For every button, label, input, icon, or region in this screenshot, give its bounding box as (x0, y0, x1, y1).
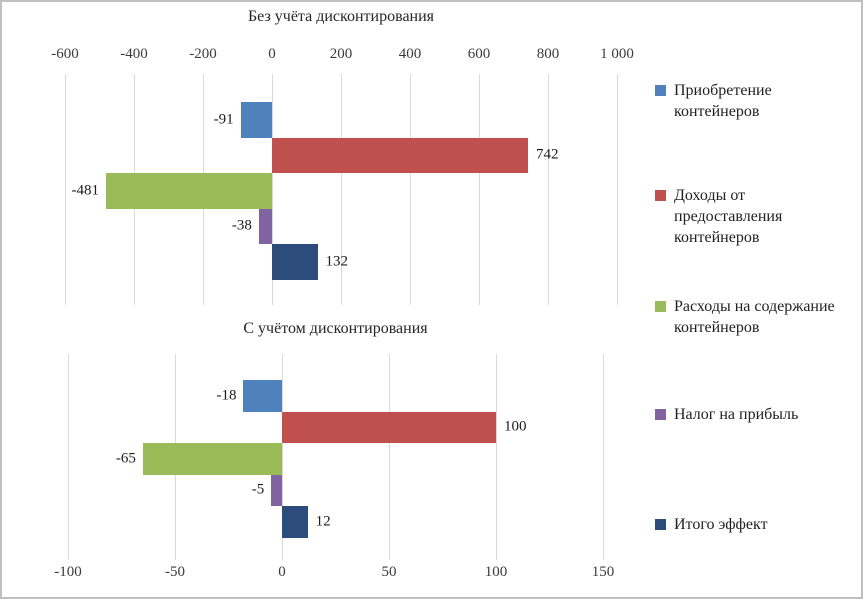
bar-value-label: -481 (71, 182, 100, 199)
bar-value-label: -91 (213, 111, 234, 128)
bar-value-label: -18 (216, 387, 237, 404)
axis-tick-label: 200 (329, 46, 353, 62)
gridline (282, 354, 283, 560)
bar-3 (142, 443, 282, 475)
axis-tick-label: -50 (165, 564, 185, 580)
legend-item: Итого эффект (655, 514, 855, 535)
bar-5 (282, 506, 308, 538)
legend-item: Приобретение контейнеров (655, 80, 855, 122)
legend-label: Расходы на содержание контейнеров (674, 298, 835, 336)
gridline (410, 74, 411, 305)
gridline (603, 354, 604, 560)
bar-value-label: 100 (504, 418, 527, 435)
legend-item: Расходы на содержание контейнеров (655, 296, 855, 338)
bar-5 (272, 244, 318, 280)
gridline (548, 74, 549, 305)
gridline (479, 74, 480, 305)
bar-value-label: -38 (231, 217, 252, 234)
legend-swatch (655, 301, 666, 312)
legend-swatch (655, 85, 666, 96)
bar-1 (240, 102, 272, 138)
chart-title: С учётом дисконтирования (243, 320, 428, 337)
legend-label: Налог на прибыль (674, 406, 799, 423)
axis-tick-label: -200 (189, 46, 217, 62)
bar-value-label: 742 (535, 146, 559, 163)
bar-4 (258, 208, 272, 244)
gridline (272, 74, 273, 305)
axis-tick-label: 0 (278, 564, 286, 580)
legend-item: Налог на прибыль (655, 404, 855, 425)
legend-swatch (655, 519, 666, 530)
gridline (389, 354, 390, 560)
gridline (68, 354, 69, 560)
axis-tick-label: -400 (120, 46, 148, 62)
gridline (617, 74, 618, 305)
legend-swatch (655, 190, 666, 201)
axis-tick-label: 50 (381, 564, 397, 580)
legend-swatch (655, 409, 666, 420)
legend: Приобретение контейнеров Доходы от предо… (655, 2, 861, 597)
bar-4 (271, 474, 282, 506)
gridline (65, 74, 66, 305)
axis-tick-label: 1 000 (600, 46, 634, 62)
axis-tick-label: -100 (54, 564, 82, 580)
bar-1 (243, 380, 282, 412)
chart-title: Без учёта дисконтирования (247, 8, 435, 25)
axis-tick-label: 400 (398, 46, 422, 62)
axis-tick-label: -600 (51, 46, 79, 62)
bar-value-label: 12 (315, 513, 331, 530)
axis-tick-label: 150 (591, 564, 615, 580)
axis-tick-label: 0 (268, 46, 276, 62)
legend-label: Приобретение контейнеров (674, 82, 772, 120)
axis-tick-label: 800 (536, 46, 560, 62)
bar-2 (272, 137, 528, 173)
bar-2 (282, 411, 496, 443)
axis-tick-label: 600 (467, 46, 491, 62)
bar-3 (106, 173, 272, 209)
gridline (341, 74, 342, 305)
bar-value-label: -65 (115, 450, 136, 467)
gridline (496, 354, 497, 560)
bar-value-label: -5 (251, 481, 265, 498)
legend-label: Итого эффект (674, 516, 768, 533)
legend-label: Доходы от предоставления контейнеров (674, 187, 783, 246)
legend-item: Доходы от предоставления контейнеров (655, 185, 855, 248)
axis-tick-label: 100 (484, 564, 508, 580)
bar-value-label: 132 (325, 253, 349, 270)
